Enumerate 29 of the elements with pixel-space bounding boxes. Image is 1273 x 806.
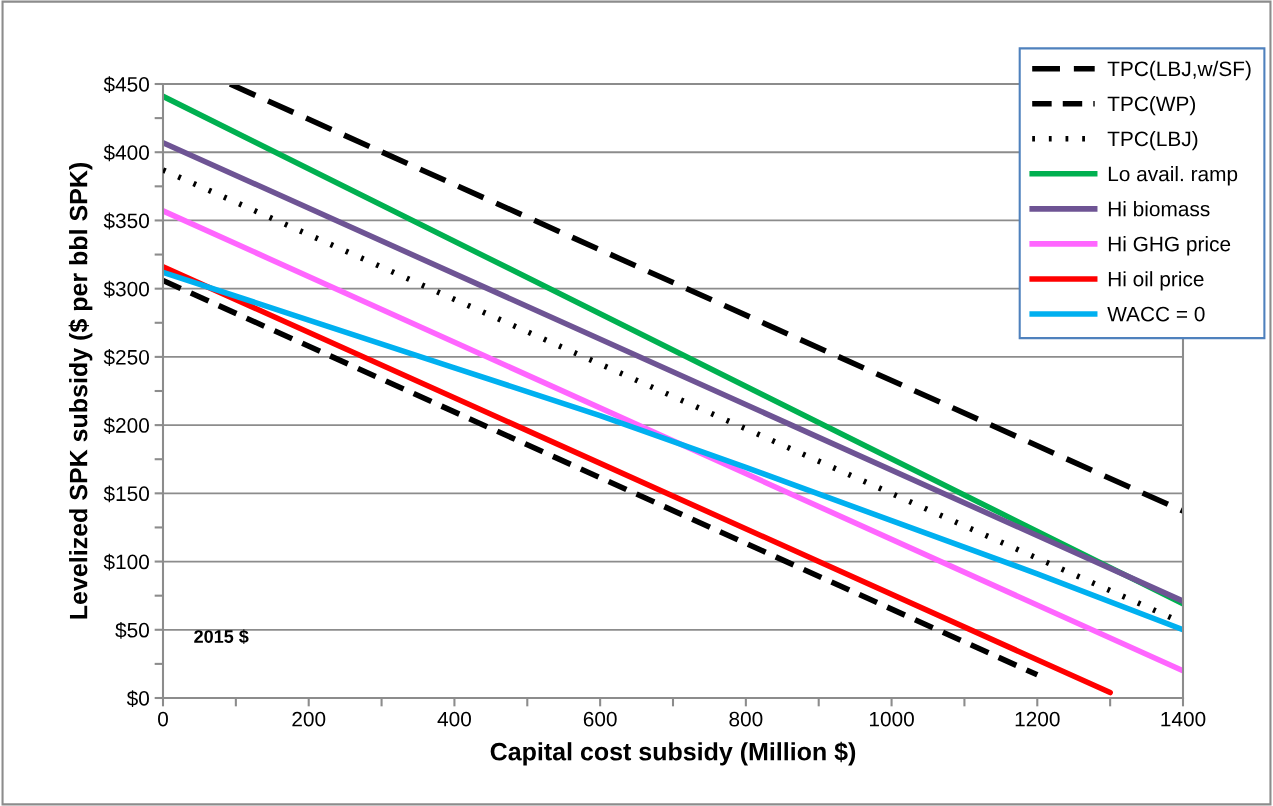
y-tick-label: $450	[103, 76, 149, 93]
y-tick-label: $200	[103, 417, 149, 435]
legend-label: Hi oil price	[1108, 271, 1204, 291]
y-tick-label: $0	[126, 690, 149, 707]
y-tick-label: $250	[103, 349, 149, 366]
y-axis-title: Levelized SPK subsidy ($ per bbl SPK)	[68, 163, 93, 619]
annotation: 2015 $	[194, 629, 249, 645]
x-tick-label: 800	[729, 711, 763, 727]
y-tick-label: $350	[103, 212, 149, 230]
legend-label: Hi biomass	[1108, 201, 1210, 217]
x-axis-title: Capital cost subsidy (Million $)	[490, 741, 856, 766]
x-tick-label: 1200	[1015, 711, 1060, 727]
legend-label: TPC(LBJ)	[1107, 130, 1198, 151]
y-tick-label: $50	[115, 621, 149, 639]
x-tick-label: 200	[292, 711, 326, 727]
y-tick-label: $150	[103, 485, 149, 503]
x-tick-label: 1400	[1161, 711, 1206, 727]
legend-label: Hi GHG price	[1108, 236, 1231, 256]
x-tick-label: 0	[158, 711, 168, 727]
legend-label: TPC(WP)	[1107, 95, 1196, 116]
x-tick-label: 600	[583, 711, 617, 727]
legend-label: WACC = 0	[1107, 306, 1205, 322]
x-tick-label: 400	[437, 711, 471, 727]
y-tick-label: $100	[103, 553, 149, 571]
y-tick-label: $300	[103, 280, 149, 298]
x-tick-label: 1000	[869, 711, 914, 727]
y-tick-label: $400	[103, 144, 149, 162]
legend-label: Lo avail. ramp	[1108, 166, 1238, 186]
legend-label: TPC(LBJ,w/SF)	[1107, 60, 1251, 81]
